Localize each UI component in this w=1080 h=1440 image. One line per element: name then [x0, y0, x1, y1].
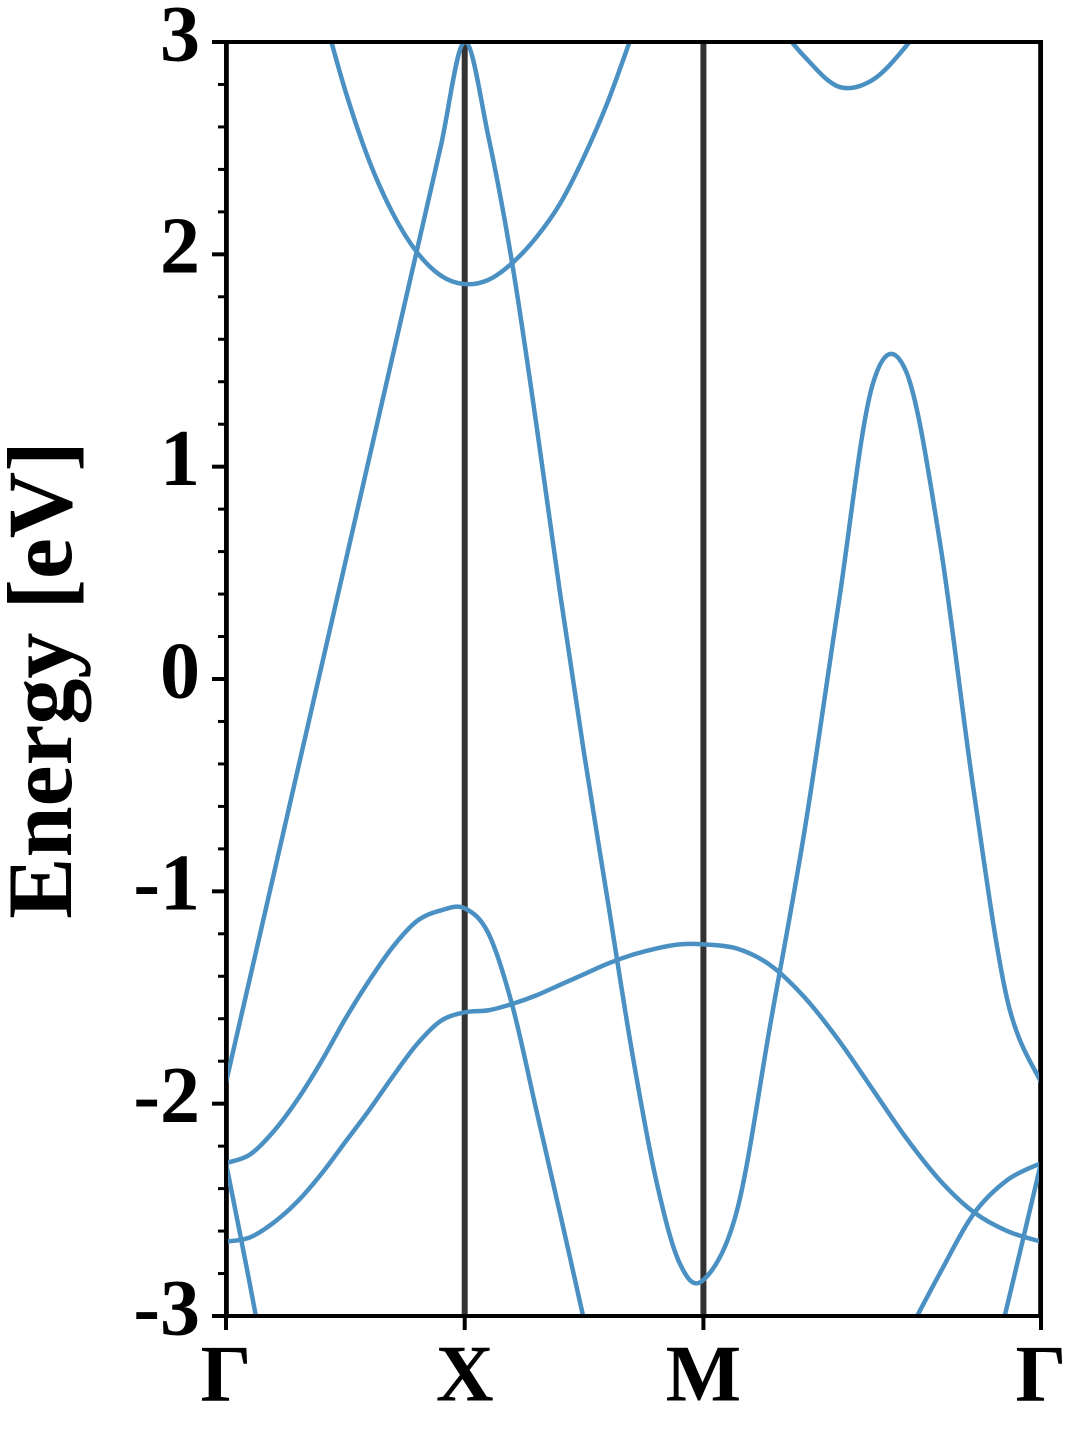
- x-tick-label: M: [666, 1330, 742, 1418]
- band-line: [788, 42, 913, 91]
- y-tick-label: 2: [160, 203, 200, 291]
- band-line: [226, 904, 1041, 1316]
- plot-area: [226, 42, 1041, 1316]
- y-tick-label: 3: [160, 0, 200, 78]
- x-tick-label: Γ: [201, 1330, 252, 1418]
- y-axis-label: Energy [eV]: [0, 441, 91, 919]
- band-line: [226, 1162, 1041, 1316]
- band-line: [329, 42, 632, 287]
- band-line: [226, 42, 1041, 1286]
- y-tick-label: -3: [133, 1264, 200, 1352]
- x-tick-label: X: [436, 1330, 494, 1418]
- band-line: [226, 941, 1041, 1244]
- x-tick-label: Γ: [1016, 1330, 1067, 1418]
- y-tick-label: -2: [133, 1052, 200, 1140]
- y-tick-label: 1: [160, 415, 200, 503]
- y-tick-label: -1: [133, 840, 200, 928]
- y-tick-label: 0: [160, 627, 200, 715]
- plot-frame: [224, 40, 1043, 1318]
